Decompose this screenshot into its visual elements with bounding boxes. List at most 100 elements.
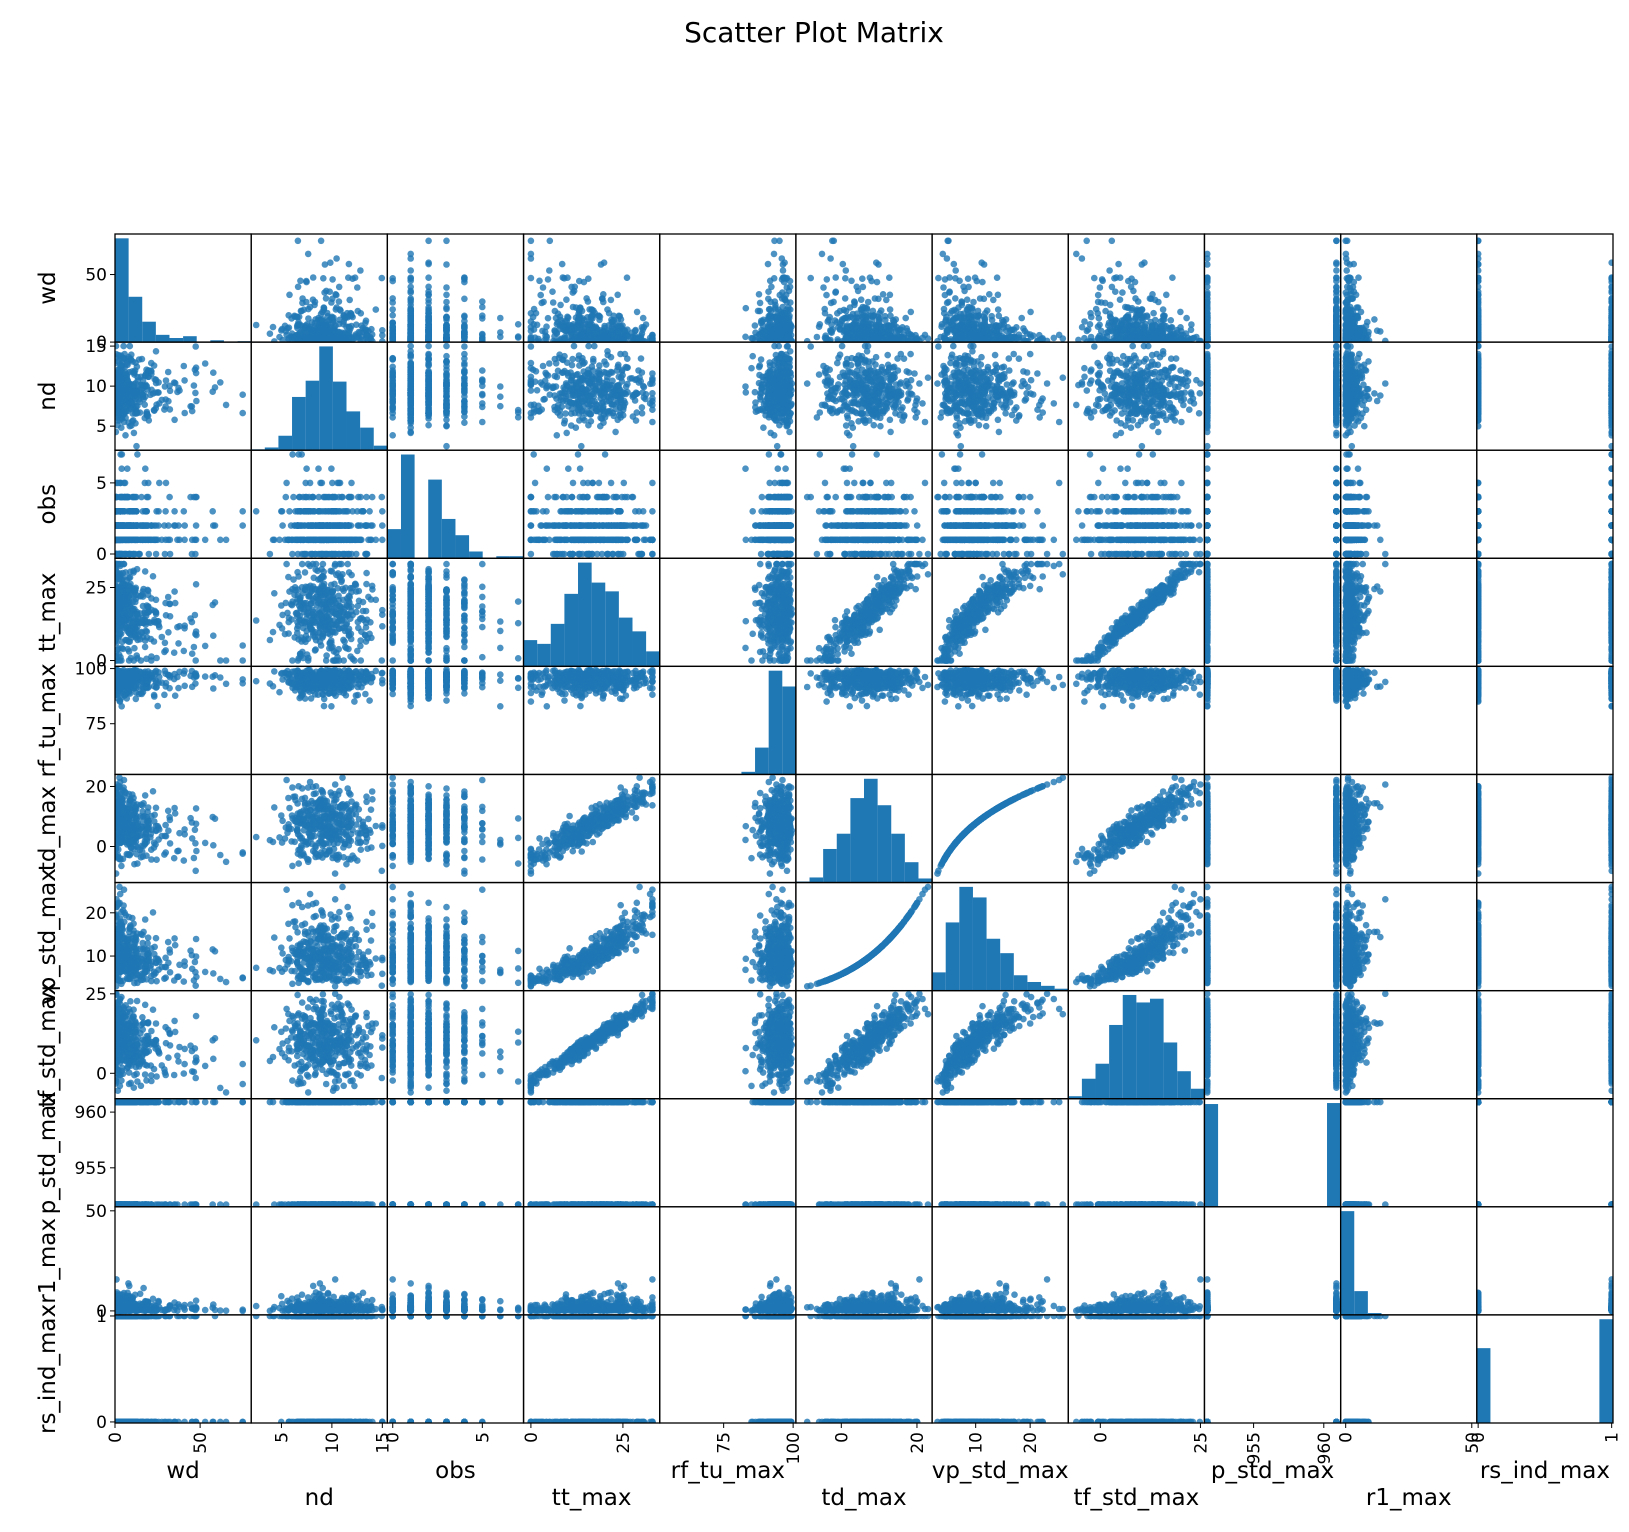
scatter-point [443, 306, 450, 313]
scatter-point [162, 403, 169, 410]
scatter-point [817, 321, 824, 328]
scatter-point [1148, 296, 1155, 303]
scatter-point [407, 267, 414, 274]
scatter-point [144, 412, 151, 419]
scatter-point [568, 326, 575, 333]
scatter-point [640, 315, 647, 322]
scatter-point [304, 321, 311, 328]
scatter-point [822, 336, 829, 343]
scatter-point [425, 300, 432, 307]
scatter-point [171, 379, 178, 386]
scatter-point [165, 369, 172, 376]
scatter-point [1096, 315, 1103, 322]
scatter-point [549, 288, 556, 295]
scatter-point [615, 317, 622, 324]
scatter-point [1608, 259, 1615, 266]
scatter-point [585, 321, 592, 328]
scatter-point [1095, 336, 1102, 343]
scatter-point [862, 313, 869, 320]
panel-wd-vs-nd [251, 234, 387, 345]
scatter-point [443, 284, 450, 291]
scatter-point [551, 333, 558, 340]
scatter-point [286, 292, 293, 299]
scatter-point [982, 310, 989, 317]
scatter-point [1353, 292, 1360, 299]
scatter-point [217, 379, 224, 386]
scatter-point [1060, 335, 1067, 342]
scatter-point [862, 335, 869, 342]
scatter-point [202, 360, 209, 367]
scatter-point [965, 304, 972, 311]
scatter-point [1168, 317, 1175, 324]
scatter-point [865, 321, 872, 328]
scatter-point [479, 312, 486, 319]
scatter-point [538, 300, 545, 307]
scatter-point [1006, 333, 1013, 340]
scatter-point [139, 382, 146, 389]
scatter-point [1091, 275, 1098, 282]
chart-title: Scatter Plot Matrix [684, 16, 944, 49]
scatter-point [565, 314, 572, 321]
scatter-point [153, 377, 160, 384]
scatter-point [954, 326, 961, 333]
scatter-point [389, 275, 396, 282]
scatter-point [150, 390, 157, 397]
scatter-point [1608, 328, 1615, 335]
scatter-point [585, 327, 592, 334]
scatter-point [118, 424, 125, 431]
scatter-point [950, 318, 957, 325]
scatter-point [848, 278, 855, 285]
scatter-point [649, 335, 656, 342]
scatter-point [570, 289, 577, 296]
scatter-point [461, 330, 468, 337]
scatter-point [1333, 309, 1340, 316]
scatter-point [951, 261, 958, 268]
scatter-point [1117, 335, 1124, 342]
scatter-point [425, 259, 432, 266]
scatter-point [210, 369, 217, 376]
scatter-point [316, 321, 323, 328]
scatter-point [148, 360, 155, 367]
scatter-point [1106, 267, 1113, 274]
scatter-point [1120, 326, 1127, 333]
scatter-point [528, 238, 535, 245]
scatter-point [461, 313, 468, 320]
scatter-point [285, 312, 292, 319]
scatter-point [1333, 292, 1340, 299]
y-tick-label: 10 [85, 377, 107, 397]
scatter-point [607, 332, 614, 339]
scatter-point [1111, 324, 1118, 331]
scatter-point [540, 284, 547, 291]
scatter-point [1348, 333, 1355, 340]
scatter-point [638, 333, 645, 340]
scatter-point [542, 329, 549, 336]
scatter-point [1357, 335, 1364, 342]
scatter-point [425, 321, 432, 328]
hist-bar [319, 346, 333, 450]
scatter-point [823, 292, 830, 299]
scatter-point [767, 314, 774, 321]
scatter-point [575, 317, 582, 324]
scatter-point [117, 385, 124, 392]
scatter-point [443, 443, 450, 450]
scatter-point [1196, 338, 1203, 345]
scatter-point [1190, 335, 1197, 342]
scatter-point [999, 317, 1006, 324]
scatter-point [116, 376, 123, 383]
scatter-point [310, 274, 317, 281]
scatter-point [767, 328, 774, 335]
scatter-point [379, 275, 386, 282]
scatter-point [779, 321, 786, 328]
scatter-point [554, 321, 561, 328]
scatter-point [1344, 259, 1351, 266]
scatter-point [977, 333, 984, 340]
scatter-point [389, 432, 396, 439]
panel-wd-vs-rf_tu_max [660, 234, 796, 345]
hist-bar [347, 411, 361, 450]
scatter-point [116, 370, 123, 377]
scatter-point [784, 284, 791, 291]
scatter-point [461, 343, 468, 350]
scatter-point [285, 335, 292, 342]
scatter-point [776, 238, 783, 245]
scatter-point [153, 348, 160, 355]
